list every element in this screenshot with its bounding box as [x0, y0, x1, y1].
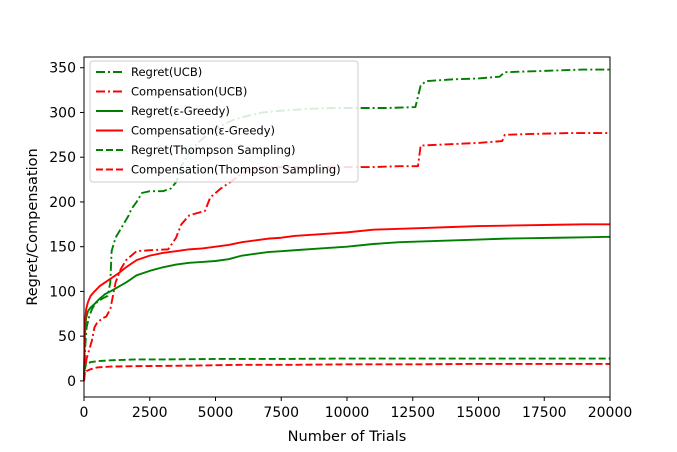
x-axis-title: Number of Trials: [288, 429, 407, 445]
y-axis-title: Regret/Compensation: [25, 148, 41, 305]
y-tick-label: 150: [49, 240, 76, 256]
legend: Regret(UCB) Compensation(UCB) Regret(ε-Gre…: [89, 60, 359, 183]
y-tick-label: 100: [49, 284, 76, 300]
x-tick-label: 12500: [390, 405, 435, 421]
x-axis: 0 2500 5000 7500 10000 12500 15000 17500 20000: [80, 397, 633, 421]
legend-label: Compensation(UCB): [131, 85, 247, 99]
x-tick-label: 10000: [325, 405, 370, 421]
series-line-6: [83, 362, 610, 381]
series-line-3: [83, 235, 611, 381]
series-line-5: [83, 357, 610, 381]
y-tick-label: 350: [49, 61, 76, 77]
y-tick-label: 200: [49, 195, 76, 211]
y-axis: 0 50 100 150 200 250 300 350: [49, 61, 84, 390]
y-tick-label: 50: [58, 329, 76, 345]
legend-label: Compensation(ε-Greedy): [131, 124, 275, 138]
x-tick-label: 2500: [132, 405, 168, 421]
legend-label: Compensation(Thompson Sampling): [131, 163, 341, 177]
y-tick-label: 0: [67, 374, 76, 390]
series-line-2: [83, 132, 610, 381]
x-tick-label: 7500: [263, 405, 299, 421]
legend-label: Regret(Thompson Sampling): [131, 143, 296, 157]
x-tick-label: 0: [80, 405, 89, 421]
x-tick-label: 15000: [456, 405, 501, 421]
x-tick-label: 5000: [198, 405, 234, 421]
legend-label: Regret(ε-Greedy): [131, 104, 230, 118]
x-tick-label: 17500: [522, 405, 567, 421]
series-line-4: [83, 223, 610, 381]
legend-label: Regret(UCB): [131, 65, 202, 79]
y-tick-label: 250: [49, 150, 76, 166]
x-tick-label: 20000: [588, 405, 633, 421]
legend-box: [89, 60, 359, 183]
y-tick-label: 300: [49, 105, 76, 121]
